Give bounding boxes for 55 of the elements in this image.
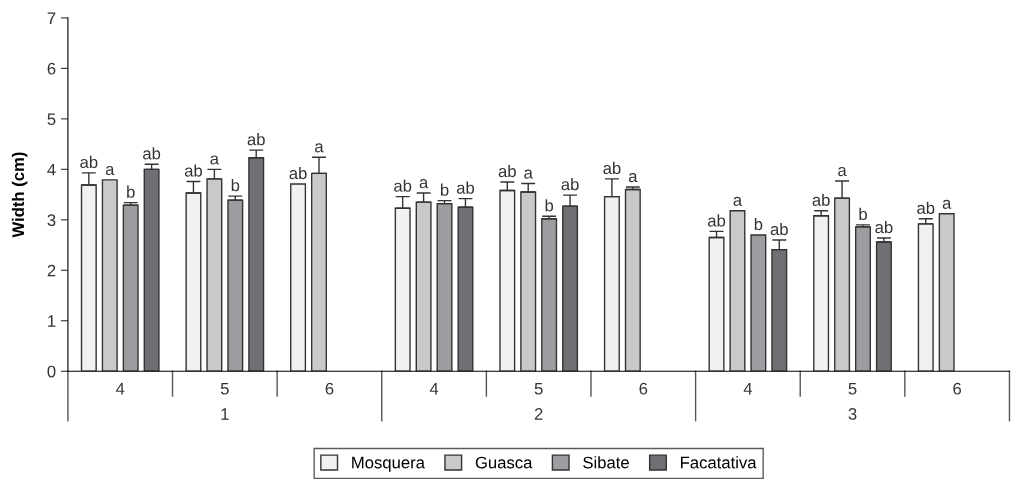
legend-label: Mosquera (352, 456, 425, 472)
data-label: ab (603, 161, 621, 175)
data-label: ab (707, 214, 726, 227)
x-tick-label: 4 (115, 382, 125, 395)
x-tick-label: 6 (953, 382, 962, 395)
x-tick-label: 6 (325, 382, 334, 395)
data-label: a (210, 155, 220, 165)
data-label: b (545, 199, 554, 212)
x-tick-label: 6 (639, 382, 648, 395)
y-tick-label: 5 (47, 113, 56, 126)
y-tick-label: 4 (47, 163, 56, 176)
data-label: a (838, 167, 847, 177)
data-label: b (859, 207, 867, 221)
text: 3 (848, 408, 857, 420)
legend-label: Guasca (475, 456, 533, 469)
data-label: ab (561, 178, 579, 191)
data-label: ab (812, 193, 830, 206)
data-label: a (315, 143, 324, 153)
data-label: ab (917, 201, 935, 214)
y-tick-label: 2 (47, 264, 56, 277)
text: 2 (534, 408, 543, 420)
y-tick-label: 0 (47, 365, 56, 378)
legend-label: Facatativa (681, 456, 757, 469)
text: 1 (221, 408, 229, 420)
data-label: a (733, 196, 743, 206)
y-tick-label: 1 (48, 315, 56, 327)
x-tick-label: 4 (429, 382, 439, 395)
data-label: b (127, 185, 135, 198)
data-label: ab (875, 220, 893, 234)
legend-label: Sibate (583, 456, 629, 469)
data-label: ab (770, 222, 788, 236)
data-label: a (524, 169, 533, 179)
y-tick-label: 3 (47, 214, 56, 227)
x-tick-label: 5 (848, 382, 857, 395)
data-label: a (628, 173, 638, 183)
data-label: ab (456, 181, 475, 194)
x-tick-label: 5 (220, 382, 229, 395)
x-tick-label: 4 (743, 382, 753, 395)
data-label: ab (80, 155, 98, 169)
data-label: b (440, 183, 449, 196)
data-label: ab (143, 147, 161, 160)
data-label: ab (394, 179, 412, 192)
y-tick-label: 7 (47, 12, 56, 24)
data-label: b (754, 217, 763, 231)
x-tick-label: 5 (534, 382, 543, 395)
data-label: ab (289, 166, 307, 180)
data-label: ab (498, 164, 516, 178)
data-label: b (231, 179, 240, 192)
data-label: ab (184, 164, 203, 177)
data-label: a (419, 179, 429, 189)
y-tick-label: 6 (47, 62, 56, 75)
data-label: a (105, 165, 115, 176)
data-label: ab (247, 133, 265, 146)
data-label: a (942, 199, 952, 209)
y-axis-title: Width (cm) (11, 152, 28, 238)
